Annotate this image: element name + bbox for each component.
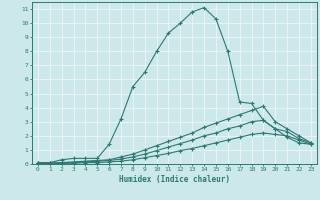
X-axis label: Humidex (Indice chaleur): Humidex (Indice chaleur) bbox=[119, 175, 230, 184]
